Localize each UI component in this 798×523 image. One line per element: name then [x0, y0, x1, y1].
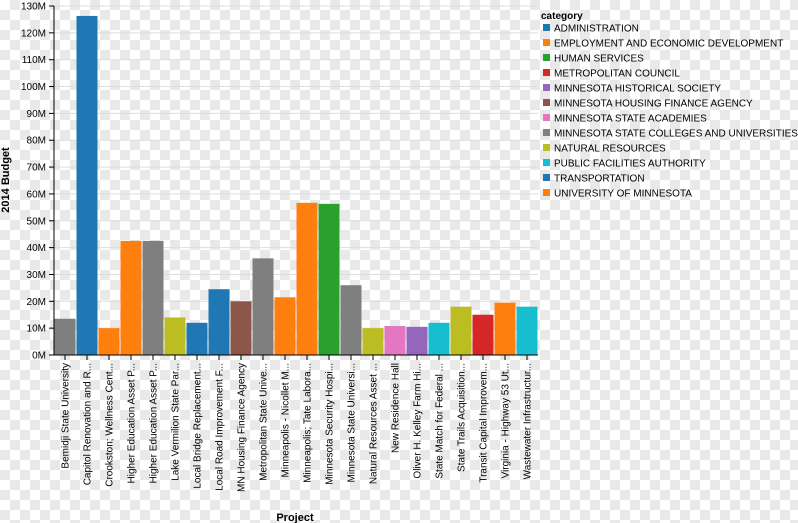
x-tick-label: State Match for Federal ...	[435, 363, 446, 479]
bar	[142, 240, 164, 355]
legend-swatch	[543, 174, 550, 181]
legend-swatch	[543, 54, 550, 61]
x-tick-label: New Residence Hall	[391, 363, 402, 453]
legend: category ADMINISTRATION EMPLOYMENT AND EC…	[541, 11, 798, 200]
y-tick-labels: 0M 10M 20M 30M 40M 50M 60M 70M 80M 90M 100M 110M 120…	[21, 2, 54, 362]
y-tick-label: 30M	[27, 270, 46, 281]
x-tick-label: Higher Education Asset P...	[127, 363, 138, 483]
gridlines	[54, 5, 538, 356]
bar	[54, 318, 76, 355]
legend-swatch	[543, 144, 550, 151]
bar	[406, 326, 428, 355]
bar	[428, 322, 450, 355]
bar	[274, 297, 296, 355]
bar	[252, 258, 274, 355]
y-tick-label: 90M	[27, 109, 46, 120]
bar	[120, 240, 142, 355]
legend-swatch	[543, 189, 550, 196]
x-tick-label: Higher Education Asset P...	[149, 363, 160, 483]
y-tick-label: 100M	[21, 82, 46, 93]
x-tick-label: Transit Capital Improvem...	[479, 363, 490, 483]
legend-label: METROPOLITAN COUNCIL	[554, 69, 680, 80]
bar	[384, 326, 406, 355]
y-tick-label: 50M	[27, 216, 46, 227]
x-tick-label: Capitol Renovation and R...	[83, 363, 94, 485]
y-tick-label: 80M	[27, 136, 46, 147]
x-tick-label: Local Bridge Replacement...	[193, 363, 204, 489]
bar	[340, 285, 362, 355]
y-tick-label: 0M	[32, 351, 46, 362]
legend-title: category	[541, 11, 583, 22]
x-axis-title: Project	[276, 512, 314, 523]
legend-label: PUBLIC FACILITIES AUTHORITY	[554, 159, 706, 170]
legend-label: HUMAN SERVICES	[554, 54, 644, 65]
x-tick-label: Crookston; Wellness Cent...	[105, 363, 116, 487]
bar	[230, 301, 252, 355]
x-tick-label: Local Road Improvement F...	[215, 363, 226, 491]
x-tick-label: Minnesota Security Hospi...	[325, 363, 336, 485]
y-tick-label: 110M	[22, 55, 46, 66]
x-tick-label: MN Housing Finance Agency	[237, 363, 248, 492]
legend-swatch	[543, 69, 550, 76]
y-tick-label: 60M	[27, 189, 46, 200]
bar	[76, 15, 98, 356]
legend-swatch	[543, 114, 550, 121]
legend-label: EMPLOYMENT AND ECONOMIC DEVELOPMENT	[554, 39, 783, 50]
legend-swatch	[543, 39, 550, 46]
x-tick-label: Metropolitan State Unive...	[259, 363, 270, 481]
x-tick-label: Minneapolis; Tate Labora...	[303, 363, 314, 483]
bar	[208, 289, 230, 355]
x-tick-label: Minnesota State Universi...	[347, 363, 358, 483]
x-tick-label: Lake Vermilion State Par...	[171, 363, 182, 481]
bar	[98, 328, 120, 355]
y-tick-label: 40M	[27, 243, 46, 254]
x-tick-label: Virginia - Highway 53 Ut...	[501, 363, 512, 478]
x-tick-labels: Bemidji State University Capitol Renovati…	[61, 355, 534, 492]
x-tick-label: Natural Resources Asset ...	[369, 363, 380, 484]
bar	[494, 302, 516, 355]
bar	[516, 306, 538, 355]
bar	[450, 306, 472, 355]
bar	[472, 314, 494, 355]
bar	[296, 202, 318, 355]
legend-swatch	[543, 84, 550, 91]
bars	[54, 15, 538, 356]
legend-swatch	[543, 99, 550, 106]
x-tick-label: Wastewater Infrastructur...	[523, 363, 534, 479]
y-tick-label: 20M	[27, 297, 46, 308]
y-tick-label: 70M	[27, 163, 46, 174]
legend-label: TRANSPORTATION	[554, 174, 645, 185]
x-tick-label: Bemidji State University	[61, 363, 72, 469]
y-tick-label: 130M	[21, 2, 46, 13]
legend-label: NATURAL RESOURCES	[554, 144, 666, 155]
x-tick-label: Oliver H. Kelley Farm Hi...	[413, 363, 424, 479]
bar	[318, 203, 340, 355]
legend-swatch	[543, 129, 550, 136]
legend-label: MINNESOTA STATE COLLEGES AND UNIVERSITIE…	[554, 129, 798, 140]
legend-swatch	[543, 24, 550, 31]
x-tick-label: Minneapolis - Nicollet M...	[281, 363, 292, 477]
legend-label: ADMINISTRATION	[554, 24, 639, 35]
y-tick-label: 120M	[21, 28, 46, 39]
x-tick-label: State Trails Acquisition...	[457, 363, 468, 472]
y-tick-label: 10M	[27, 324, 46, 335]
bar	[186, 322, 208, 355]
axes	[53, 6, 538, 356]
legend-label: MINNESOTA HISTORICAL SOCIETY	[554, 84, 721, 95]
legend-label: UNIVERSITY OF MINNESOTA	[554, 189, 692, 200]
legend-label: MINNESOTA STATE ACADEMIES	[554, 114, 707, 125]
bar	[164, 317, 186, 355]
legend-label: MINNESOTA HOUSING FINANCE AGENCY	[554, 99, 753, 110]
bar	[362, 328, 384, 355]
y-axis-title: 2014 Budget	[0, 147, 12, 213]
legend-swatch	[543, 159, 550, 166]
